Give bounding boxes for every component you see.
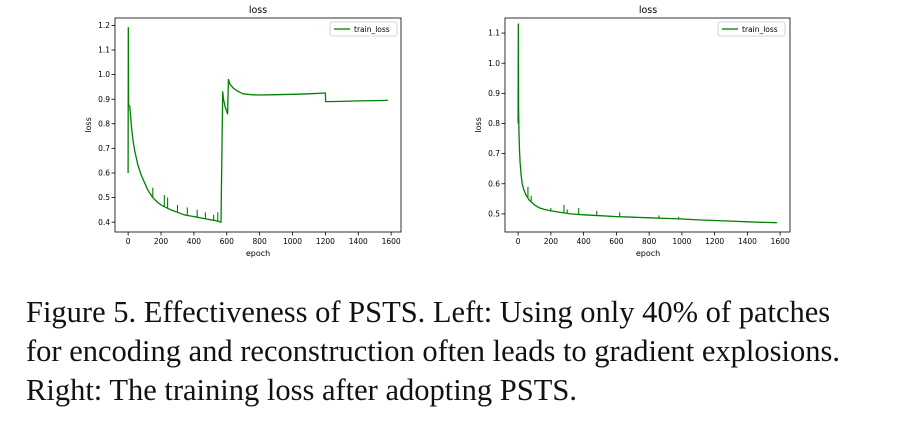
right-y-axis-label: loss xyxy=(474,117,483,132)
left-y-tick-label: 0.8 xyxy=(98,119,110,128)
right-y-ticks: 0.5 0.6 0.7 0.8 0.9 1.0 1.1 xyxy=(488,29,505,219)
right-y-tick-label: 0.9 xyxy=(488,89,500,98)
left-x-tick-label: 800 xyxy=(252,237,267,246)
left-legend: train_loss xyxy=(329,21,398,37)
right-train-loss-line xyxy=(517,23,777,224)
right-x-tick-label: 400 xyxy=(576,237,591,246)
caption-line-3: Right: The training loss after adopting … xyxy=(26,373,577,407)
left-y-tick-label: 0.6 xyxy=(98,169,110,178)
right-x-tick-label: 0 xyxy=(516,237,521,246)
right-x-tick-label: 1200 xyxy=(705,237,724,246)
left-x-axis-label: epoch xyxy=(246,249,270,258)
left-y-tick-label: 0.5 xyxy=(98,193,110,202)
left-x-tick-label: 1400 xyxy=(349,237,368,246)
right-x-tick-label: 800 xyxy=(642,237,657,246)
right-x-tick-label: 200 xyxy=(544,237,559,246)
right-x-tick-label: 1400 xyxy=(738,237,757,246)
right-chart-title: loss xyxy=(639,5,657,16)
left-y-tick-label: 0.4 xyxy=(98,218,110,227)
left-loss-spikes xyxy=(152,187,219,222)
right-legend: train_loss xyxy=(717,21,786,37)
left-y-ticks: 0.4 0.5 0.6 0.7 0.8 0.9 1.0 1.1 1.2 xyxy=(98,21,115,227)
left-x-tick-label: 600 xyxy=(220,237,235,246)
left-x-tick-label: 1600 xyxy=(382,237,401,246)
left-chart: loss epoch loss 0 200 400 600 800 1000 1200 140… xyxy=(84,5,402,258)
right-y-tick-label: 0.7 xyxy=(488,149,500,158)
right-x-tick-label: 600 xyxy=(609,237,624,246)
right-loss-spikes xyxy=(527,186,680,219)
right-legend-label: train_loss xyxy=(742,25,778,34)
left-y-tick-label: 1.1 xyxy=(98,46,110,55)
left-x-tick-label: 200 xyxy=(154,237,169,246)
right-plot-frame xyxy=(504,17,791,233)
right-legend-box xyxy=(717,21,786,37)
right-x-tick-label: 1600 xyxy=(771,237,790,246)
left-y-axis-label: loss xyxy=(84,117,93,132)
right-x-axis-label: epoch xyxy=(636,249,660,258)
left-x-tick-label: 1000 xyxy=(283,237,302,246)
left-legend-label: train_loss xyxy=(354,25,390,34)
right-y-tick-label: 0.8 xyxy=(488,119,500,128)
right-y-tick-label: 0.5 xyxy=(488,210,500,219)
left-y-tick-label: 0.7 xyxy=(98,144,110,153)
caption-line-1: Figure 5. Effectiveness of PSTS. Left: U… xyxy=(26,295,831,329)
left-y-tick-label: 1.0 xyxy=(98,70,110,79)
left-legend-box xyxy=(329,21,398,37)
left-x-tick-label: 1200 xyxy=(316,237,335,246)
left-x-tick-label: 0 xyxy=(126,237,131,246)
right-y-tick-label: 0.6 xyxy=(488,179,500,188)
left-chart-title: loss xyxy=(249,5,267,16)
right-x-ticks: 0 200 400 600 800 1000 1200 1400 1600 xyxy=(516,232,790,246)
figure: loss epoch loss 0 200 400 600 800 1000 1200 140… xyxy=(84,5,791,258)
right-y-tick-label: 1.1 xyxy=(488,29,500,38)
right-chart: loss epoch loss 0 200 400 600 800 1000 1200 140… xyxy=(474,5,791,258)
left-x-tick-label: 400 xyxy=(187,237,202,246)
left-y-tick-label: 0.9 xyxy=(98,95,110,104)
right-y-tick-label: 1.0 xyxy=(488,59,500,68)
left-y-tick-label: 1.2 xyxy=(98,21,110,30)
left-plot-frame xyxy=(114,17,402,233)
left-train-loss-line xyxy=(127,27,388,223)
figure-caption: Figure 5. Effectiveness of PSTS. Left: U… xyxy=(26,293,896,410)
right-x-tick-label: 1000 xyxy=(672,237,691,246)
left-x-ticks: 0 200 400 600 800 1000 1200 1400 1600 xyxy=(126,232,401,246)
caption-line-2: for encoding and reconstruction often le… xyxy=(26,334,840,368)
